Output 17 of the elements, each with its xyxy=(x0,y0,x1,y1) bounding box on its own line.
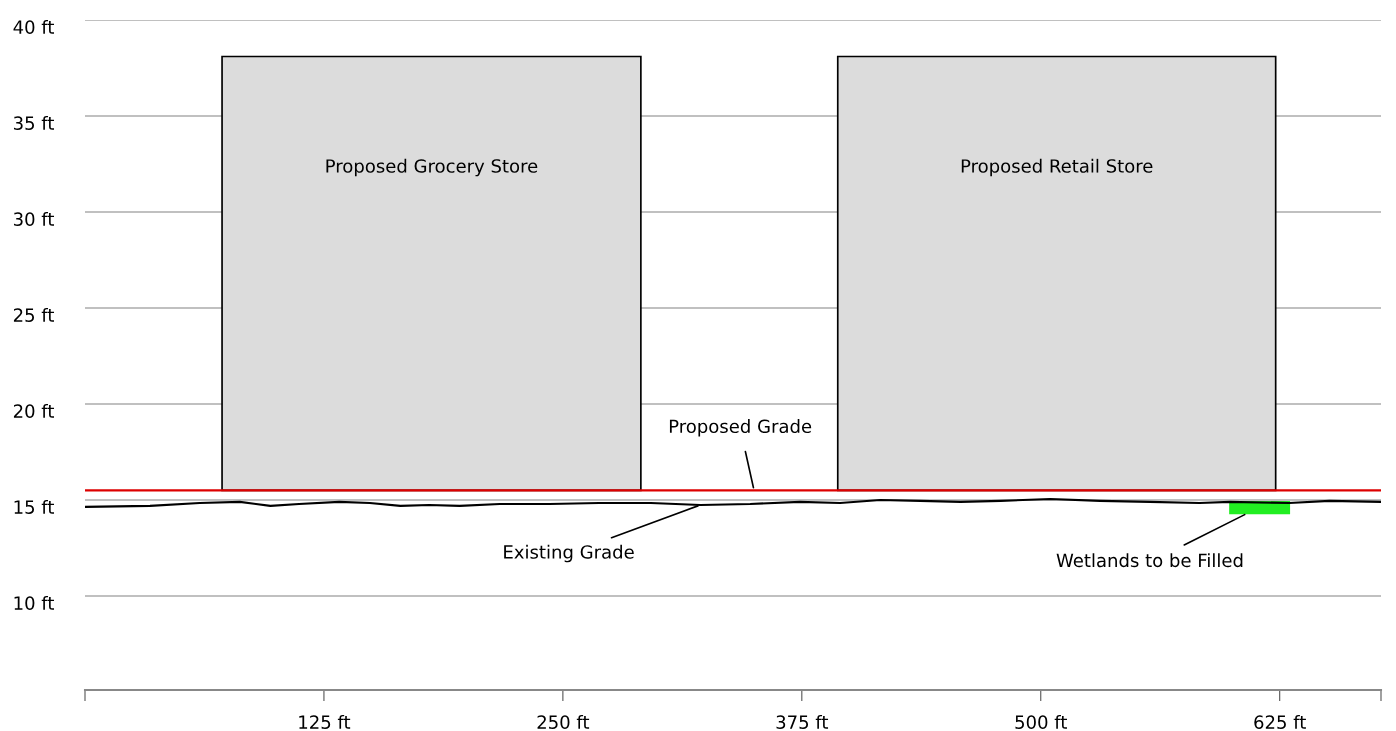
y-tick-label: 40 ft xyxy=(13,20,55,34)
x-tick-label: 125 ft xyxy=(299,715,351,729)
x-tick-label: 625 ft xyxy=(1254,715,1306,729)
series-label: Proposed Grocery Store xyxy=(326,158,538,177)
y-tick-label: 20 ft xyxy=(13,403,55,418)
y-tick-label: 25 ft xyxy=(13,307,55,322)
y-tick-label: 15 ft xyxy=(14,499,55,514)
x-tick-label: 375 ft xyxy=(776,715,829,729)
x-tick-label: 500 ft xyxy=(1015,715,1067,729)
annotation: Existing Grade xyxy=(504,544,634,563)
x-tick-label: 250 ft xyxy=(537,715,590,729)
series-label: Proposed Retail Store xyxy=(961,158,1153,177)
annotation: Proposed Grade xyxy=(669,419,812,437)
annotation: Wetlands to be Filled xyxy=(1056,553,1243,568)
y-tick-label: 10 ft xyxy=(14,595,55,610)
y-tick-label: 35 ft xyxy=(13,115,55,130)
y-tick-label: 30 ft xyxy=(13,211,55,226)
